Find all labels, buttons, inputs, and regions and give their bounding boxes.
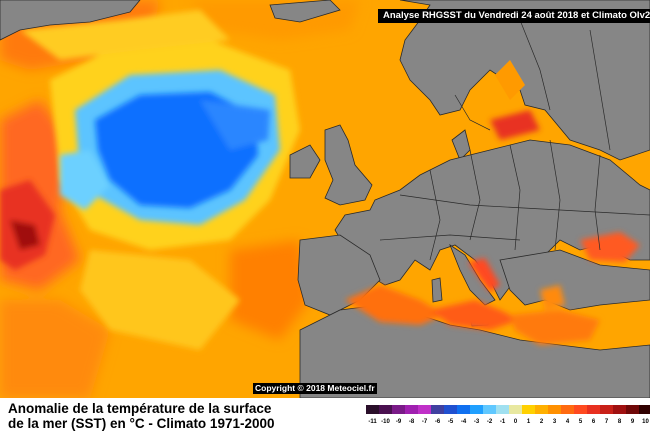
legend-tick-label: 6 — [591, 419, 596, 425]
land-baltic-lake-gap — [495, 60, 525, 100]
legend-swatch-row — [366, 405, 650, 414]
yellow-patch-northwest — [20, 10, 230, 60]
legend-tick-label: 7 — [604, 419, 609, 425]
legend-swatch — [626, 405, 639, 414]
legend-swatch — [639, 405, 650, 414]
legend-swatch — [444, 405, 457, 414]
legend-tick-label: -7 — [421, 419, 428, 425]
land-balkans-turkey — [499, 249, 650, 311]
legend-tick-row: -11 -10 -9 -8 -7 -6 -5 -4 -3 -2 -1 0 1 2 3 4 5 6 7 8 9 10 — [366, 418, 650, 428]
color-scale-legend: -11 -10 -9 -8 -7 -6 -5 -4 -3 -2 -1 0 1 2 3 4 5 6 7 8 9 10 — [366, 405, 650, 428]
light-blue-west-ext — [60, 150, 110, 210]
legend-tick-label: -5 — [447, 419, 454, 425]
caption-line-1: Anomalie de la température de la surface — [8, 401, 272, 416]
legend-tick-label: 9 — [630, 419, 635, 425]
legend-swatch — [613, 405, 626, 414]
legend-tick-label: 3 — [552, 419, 557, 425]
legend-swatch — [418, 405, 431, 414]
legend-tick-label: -6 — [434, 419, 441, 425]
legend-tick-label: 2 — [539, 419, 544, 425]
inland-seas — [345, 232, 640, 345]
legend-tick-label: 4 — [565, 419, 570, 425]
legend-swatch — [587, 405, 600, 414]
sst-anomaly-map — [0, 0, 650, 398]
legend-swatch — [522, 405, 535, 414]
land-sardinia-corsica — [431, 277, 443, 303]
country-borders — [379, 19, 650, 261]
yellow-patch-central — [80, 250, 240, 350]
med-sea-west — [345, 285, 445, 325]
legend-swatch — [405, 405, 418, 414]
adriatic-sea — [468, 258, 500, 292]
land-italy — [449, 243, 496, 306]
map-caption: Anomalie de la température de la surface… — [8, 401, 275, 431]
analysis-title-banner: Analyse RHGSST du Vendredi 24 août 2018 … — [378, 9, 650, 23]
footer-panel — [0, 398, 650, 433]
cold-core-east-lobe — [200, 100, 270, 150]
legend-swatch — [457, 405, 470, 414]
hot-spot-west-deep — [10, 220, 40, 250]
legend-tick-label: -11 — [368, 419, 377, 425]
legend-swatch — [366, 405, 379, 414]
legend-tick-label: -3 — [473, 419, 480, 425]
legend-swatch — [600, 405, 613, 414]
legend-tick-label: -2 — [486, 419, 493, 425]
legend-tick-label: 10 — [642, 419, 649, 425]
legend-swatch — [379, 405, 392, 414]
legend-tick-label: 0 — [513, 419, 518, 425]
land-masses — [0, 0, 650, 398]
legend-swatch — [535, 405, 548, 414]
legend-swatch — [431, 405, 444, 414]
legend-swatch — [509, 405, 522, 414]
black-sea — [580, 232, 640, 262]
aegean-sea — [540, 285, 565, 310]
warm-anomaly-iberia-coast — [230, 240, 310, 340]
legend-tick-label: -4 — [460, 419, 467, 425]
land-greenland — [0, 0, 141, 41]
legend-swatch — [392, 405, 405, 414]
legend-swatch — [574, 405, 587, 414]
caption-line-2: de la mer (SST) en °C - Climato 1971-200… — [8, 416, 275, 431]
hot-spot-southeast-baltic — [490, 110, 540, 140]
warm-anomaly-south-atlantic — [0, 300, 110, 398]
land-scandinavia-russia — [399, 0, 650, 161]
legend-swatch — [561, 405, 574, 414]
legend-tick-label: -9 — [395, 419, 402, 425]
land-ireland — [289, 144, 321, 179]
legend-swatch — [483, 405, 496, 414]
legend-tick-label: -10 — [381, 419, 390, 425]
land-great-britain — [324, 124, 373, 206]
legend-swatch — [496, 405, 509, 414]
legend-tick-label: 1 — [526, 419, 531, 425]
legend-tick-label: -8 — [408, 419, 415, 425]
land-iceland — [269, 0, 341, 23]
med-sea-central — [430, 300, 520, 330]
legend-swatch — [548, 405, 561, 414]
legend-tick-label: 5 — [578, 419, 583, 425]
copyright-label: Copyright © 2018 Meteociel.fr — [253, 383, 377, 394]
med-sea-east — [510, 310, 600, 345]
legend-tick-label: -1 — [499, 419, 506, 425]
legend-swatch — [470, 405, 483, 414]
legend-tick-label: 8 — [617, 419, 622, 425]
